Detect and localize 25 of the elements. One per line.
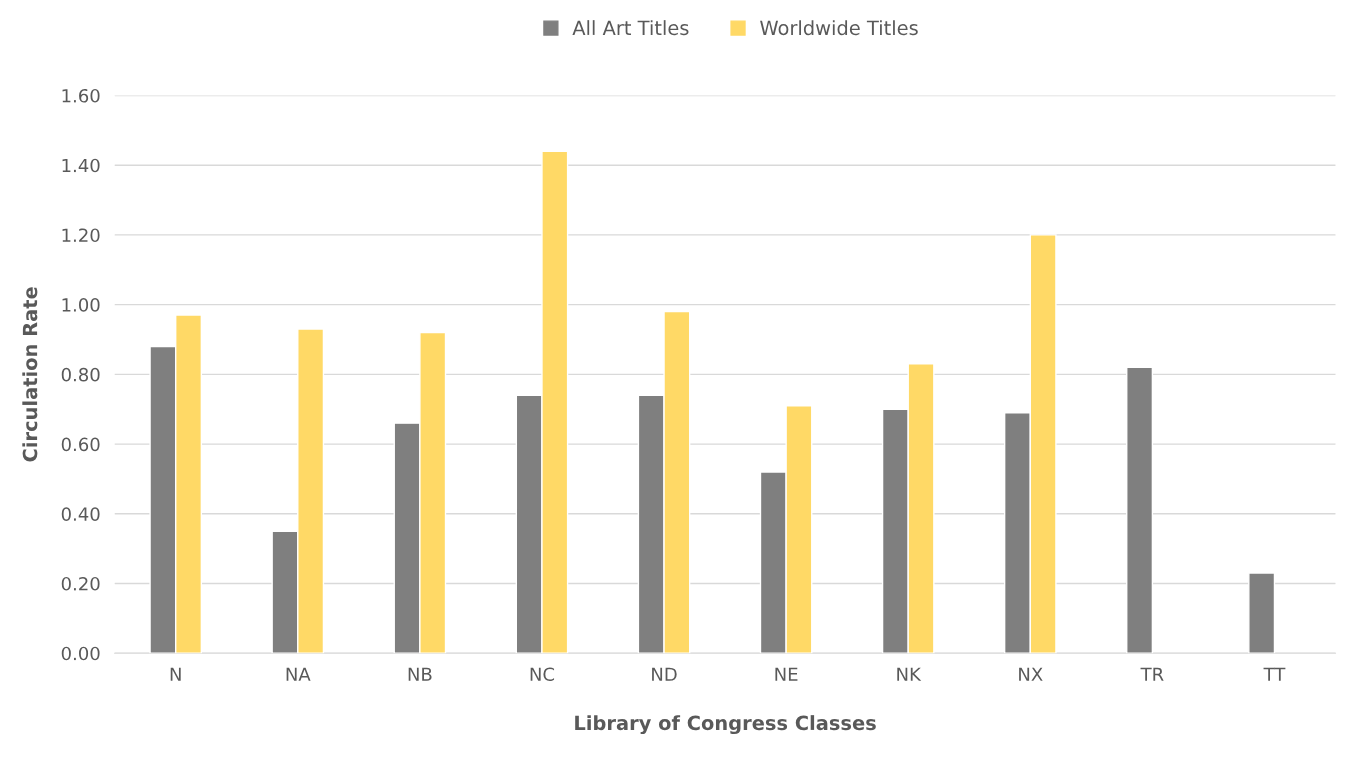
legend-label: Worldwide Titles	[760, 20, 918, 36]
x-tick-label: N	[170, 667, 181, 681]
x-tick-label: NK	[897, 667, 922, 681]
bar	[1248, 572, 1276, 654]
x-tick-label: NC	[530, 667, 555, 682]
y-tick-label: 1.00	[62, 298, 100, 312]
y-tick-label: 1.60	[62, 88, 100, 103]
legend-label: All Art Titles	[572, 20, 689, 36]
y-tick-label: 0.20	[61, 576, 100, 591]
y-tick-label: 0.40	[61, 507, 100, 521]
x-tick-label: NB	[408, 667, 432, 681]
x-tick-label: NX	[1019, 667, 1043, 681]
x-tick-label: NA	[286, 667, 311, 681]
y-tick-label: 0.60	[61, 437, 100, 452]
y-tick-label: 0.00	[61, 646, 100, 661]
x-axis-title: Library of Congress Classes	[575, 715, 876, 735]
y-axis-title: Circulation Rate	[22, 287, 38, 462]
y-tick-label: 1.20	[62, 228, 100, 243]
y-tick-label: 0.80	[61, 367, 100, 382]
x-tick-label: TT	[1263, 667, 1286, 681]
x-tick-label: TR	[1140, 667, 1164, 681]
y-tick-label: 1.40	[62, 158, 100, 173]
bar	[1126, 366, 1154, 654]
x-tick-label: ND	[652, 667, 677, 681]
x-tick-label: NE	[775, 667, 798, 681]
